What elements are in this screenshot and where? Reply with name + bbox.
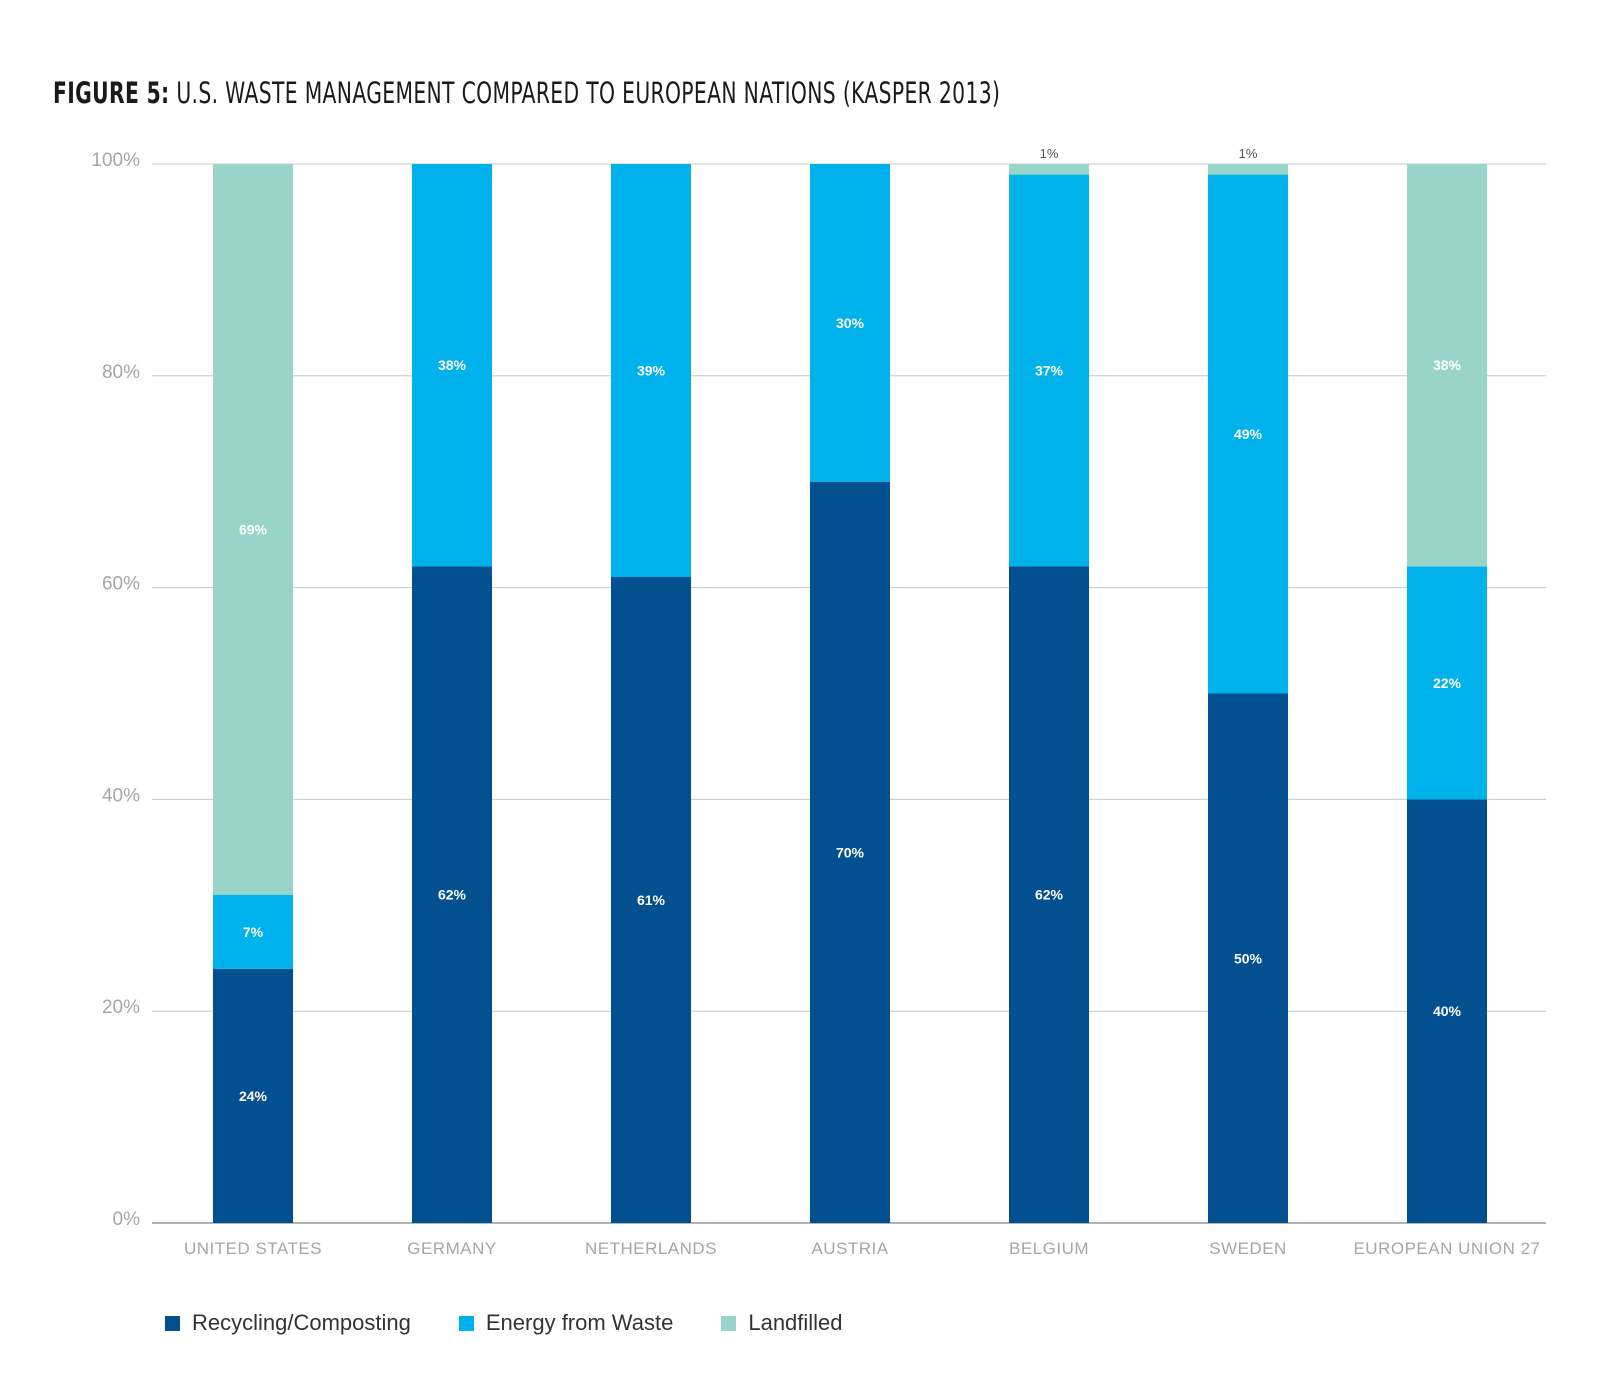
x-tick-label: BELGIUM [1009,1239,1089,1258]
bar-segment [1208,174,1288,694]
data-label: 22% [1433,675,1462,691]
data-label: 62% [1035,887,1064,903]
data-label: 50% [1234,950,1263,966]
legend-swatch-energy [458,1315,474,1331]
x-tick-label: EUROPEAN UNION 27 [1353,1239,1540,1258]
data-label: 61% [637,892,666,908]
bar-segment [1208,164,1288,175]
data-label: 7% [243,924,264,940]
bar-segment [213,968,293,1223]
y-tick-label: 100% [91,150,140,171]
bar-segment [412,566,492,1223]
data-label: 38% [1433,357,1462,373]
data-label: 69% [239,521,268,537]
data-label: 24% [239,1088,268,1104]
title-text: U.S. WASTE MANAGEMENT COMPARED TO EUROPE… [176,76,1001,110]
bar-segment [810,481,890,1223]
bar-segment [1407,799,1487,1223]
data-label: 37% [1035,363,1064,379]
bar-segment [1208,693,1288,1223]
data-label: 1% [1040,146,1059,161]
legend-label-energy: Energy from Waste [485,1310,674,1335]
data-label: 1% [1239,146,1258,161]
y-tick-label: 40% [102,785,140,806]
bar-segment [611,164,691,578]
bar-segment [1009,174,1089,567]
bar-segment [1009,164,1089,175]
y-tick-label: 80% [102,362,140,383]
bar-segment [611,577,691,1223]
bar-segment [1009,566,1089,1223]
data-label: 49% [1234,426,1263,442]
y-tick-label: 60% [102,574,140,595]
x-tick-label: UNITED STATES [184,1239,322,1258]
legend-item-energy: Energy from Waste [458,1310,674,1336]
legend-label-recycling: Recycling/Composting [192,1310,411,1335]
legend: Recycling/Composting Energy from Waste L… [165,1310,891,1336]
legend-item-recycling: Recycling/Composting [165,1310,411,1336]
figure-number: FIGURE 5: [53,76,170,110]
bar-segment [213,164,293,895]
legend-label-landfilled: Landfilled [748,1310,843,1335]
x-tick-label: SWEDEN [1209,1239,1287,1258]
bar-segment [213,894,293,969]
data-label: 39% [637,363,666,379]
bar-segment [1407,164,1487,567]
data-label: 70% [836,844,865,860]
legend-swatch-landfilled [721,1315,737,1331]
legend-item-landfilled: Landfilled [721,1310,843,1336]
y-tick-label: 20% [102,997,140,1018]
x-tick-label: GERMANY [407,1239,496,1258]
x-tick-label: NETHERLANDS [585,1239,717,1258]
chart-title: FIGURE 5: U.S. WASTE MANAGEMENT COMPARED… [53,75,1000,111]
stacked-bar-chart: 0% 20% 40% 60% 80% 100% 24% 7% 69% UNITED STATES 6… [91,146,1546,1258]
data-label: 62% [438,887,467,903]
y-tick-label: 0% [113,1209,141,1230]
bar-segment [1407,566,1487,800]
bar-segment [810,164,890,482]
data-label: 30% [836,315,865,331]
data-label: 38% [438,357,467,373]
legend-swatch-recycling [165,1315,180,1331]
data-label: 40% [1433,1003,1462,1019]
x-tick-label: AUSTRIA [811,1239,888,1258]
bar-segment [412,164,492,567]
